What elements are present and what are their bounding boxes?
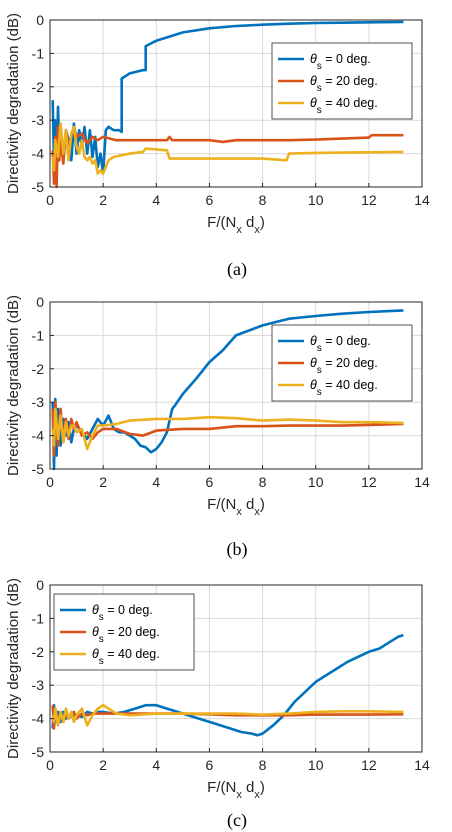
y-tick-label: -4 bbox=[32, 428, 45, 444]
legend-box bbox=[271, 42, 413, 120]
x-tick-label: 0 bbox=[46, 474, 54, 490]
y-tick-label: 0 bbox=[36, 577, 44, 593]
y-tick-label: -1 bbox=[32, 610, 45, 626]
chart-1: 0 2 4 6 8 10 12 14 0 -1 -2 -3 -4 -5 F/(Nx dx) Directivi… bbox=[5, 12, 430, 280]
series-line-2 bbox=[51, 703, 404, 727]
y-tick-label: -4 bbox=[32, 146, 45, 162]
x-tick-label: 2 bbox=[99, 474, 107, 490]
x-tick-label: 12 bbox=[361, 757, 377, 773]
x-axis-label: F/(Nx dx) bbox=[207, 496, 265, 518]
y-tick-label: -3 bbox=[32, 112, 45, 128]
x-tick-label: 6 bbox=[206, 474, 214, 490]
y-tick-label: 0 bbox=[36, 12, 44, 28]
x-tick-label: 2 bbox=[99, 757, 107, 773]
figure-caption: (b) bbox=[227, 539, 248, 560]
series-line-0 bbox=[51, 309, 404, 471]
figure-caption: (c) bbox=[227, 810, 247, 831]
x-tick-label: 10 bbox=[308, 757, 324, 773]
x-tick-label: 0 bbox=[46, 757, 54, 773]
y-tick-label: -4 bbox=[32, 711, 45, 727]
x-tick-label: 14 bbox=[414, 192, 430, 208]
x-axis-label: F/(Nx dx) bbox=[207, 779, 265, 801]
legend-entry-1: θs = 20 deg. bbox=[310, 356, 378, 376]
x-tick-label: 14 bbox=[414, 757, 430, 773]
x-tick-label: 8 bbox=[259, 757, 267, 773]
x-tick-label: 8 bbox=[259, 192, 267, 208]
legend-entry-2: θs = 40 deg. bbox=[310, 378, 378, 398]
legend: θs = 0 deg.θs = 20 deg.θs = 40 deg. bbox=[53, 593, 195, 671]
series-line-2 bbox=[51, 407, 404, 451]
y-tick-label: -2 bbox=[32, 644, 45, 660]
y-tick-label: -1 bbox=[32, 45, 45, 61]
legend: θs = 0 deg.θs = 20 deg.θs = 40 deg. bbox=[271, 324, 413, 402]
y-tick-label: -5 bbox=[32, 461, 45, 477]
x-tick-label: 12 bbox=[361, 474, 377, 490]
axes-box bbox=[49, 584, 423, 753]
axes-box bbox=[49, 19, 423, 188]
series-line-2 bbox=[51, 122, 404, 175]
y-tick-label: -5 bbox=[32, 179, 45, 195]
x-tick-label: 0 bbox=[46, 192, 54, 208]
legend-entry-2: θs = 40 deg. bbox=[92, 647, 160, 667]
figure-caption: (a) bbox=[227, 259, 247, 280]
legend-entry-0: θs = 0 deg. bbox=[310, 334, 371, 354]
x-tick-label: 10 bbox=[308, 192, 324, 208]
y-tick-label: -5 bbox=[32, 744, 45, 760]
x-tick-label: 12 bbox=[361, 192, 377, 208]
x-tick-label: 6 bbox=[206, 757, 214, 773]
x-tick-label: 4 bbox=[152, 474, 160, 490]
y-tick-label: -2 bbox=[32, 361, 45, 377]
x-tick-label: 4 bbox=[152, 192, 160, 208]
x-axis-label: F/(Nx dx) bbox=[207, 214, 265, 236]
axes-box bbox=[49, 301, 423, 470]
legend-entry-0: θs = 0 deg. bbox=[310, 52, 371, 72]
x-tick-label: 14 bbox=[414, 474, 430, 490]
y-tick-label: -3 bbox=[32, 677, 45, 693]
y-tick-label: 0 bbox=[36, 294, 44, 310]
x-tick-label: 8 bbox=[259, 474, 267, 490]
y-axis-label: Directivity degradation (dB) bbox=[5, 578, 22, 759]
x-tick-label: 10 bbox=[308, 474, 324, 490]
x-tick-label: 2 bbox=[99, 192, 107, 208]
legend: θs = 0 deg.θs = 20 deg.θs = 40 deg. bbox=[271, 42, 413, 120]
y-tick-label: -2 bbox=[32, 79, 45, 95]
y-axis-label: Directivity degradation (dB) bbox=[5, 13, 22, 194]
x-tick-label: 6 bbox=[206, 192, 214, 208]
legend-entry-0: θs = 0 deg. bbox=[92, 603, 153, 623]
chart-3: 0 2 4 6 8 10 12 14 0 -1 -2 -3 -4 -5 F/(Nx dx) Directivi… bbox=[5, 577, 430, 831]
legend-entry-1: θs = 20 deg. bbox=[92, 625, 160, 645]
y-axis-label: Directivity degradation (dB) bbox=[5, 295, 22, 476]
chart-2: 0 2 4 6 8 10 12 14 0 -1 -2 -3 -4 -5 F/(Nx dx) Directivi… bbox=[5, 294, 430, 560]
legend-entry-2: θs = 40 deg. bbox=[310, 96, 378, 116]
x-tick-label: 4 bbox=[152, 757, 160, 773]
y-tick-label: -1 bbox=[32, 327, 45, 343]
y-tick-label: -3 bbox=[32, 394, 45, 410]
legend-entry-1: θs = 20 deg. bbox=[310, 74, 378, 94]
legend-box bbox=[53, 593, 195, 671]
